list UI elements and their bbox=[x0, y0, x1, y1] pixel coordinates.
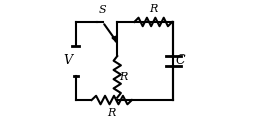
Text: R: R bbox=[107, 108, 115, 118]
Text: C: C bbox=[176, 55, 185, 67]
Text: V: V bbox=[63, 55, 72, 67]
Text: S: S bbox=[99, 5, 106, 15]
Text: R: R bbox=[149, 4, 157, 14]
Text: R: R bbox=[119, 72, 128, 82]
